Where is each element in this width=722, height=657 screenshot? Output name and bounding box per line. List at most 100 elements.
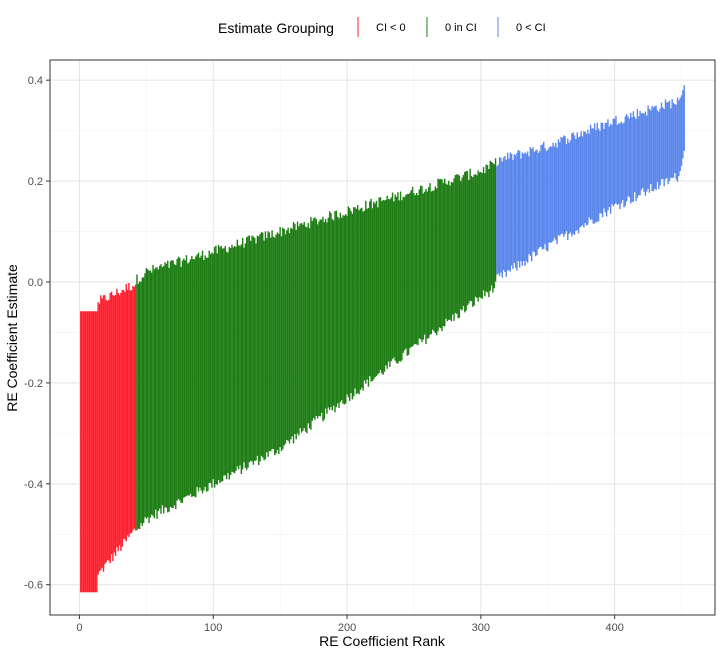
error-bar bbox=[371, 208, 374, 382]
error-bar bbox=[231, 244, 233, 472]
error-bar bbox=[370, 198, 372, 382]
error-bar bbox=[193, 259, 196, 497]
error-bar bbox=[433, 190, 435, 332]
error-bar bbox=[280, 236, 283, 451]
x-tick-label: 0 bbox=[76, 622, 82, 634]
error-bar bbox=[560, 136, 562, 235]
error-bar bbox=[583, 131, 585, 228]
error-bar bbox=[674, 104, 676, 174]
error-bar bbox=[102, 295, 105, 572]
error-bar bbox=[288, 232, 291, 444]
error-bar bbox=[379, 197, 382, 370]
error-bar bbox=[126, 289, 129, 536]
error-bar bbox=[415, 193, 418, 345]
error-bar bbox=[446, 184, 449, 322]
error-bar bbox=[353, 207, 355, 397]
error-bar bbox=[425, 188, 427, 344]
error-bar bbox=[460, 181, 462, 310]
error-bar bbox=[215, 245, 217, 484]
error-bar bbox=[452, 182, 454, 315]
error-bar bbox=[635, 119, 637, 201]
error-bar bbox=[545, 150, 548, 251]
legend-label: 0 < CI bbox=[516, 22, 546, 34]
error-bar bbox=[565, 144, 568, 232]
error-bar bbox=[159, 265, 161, 509]
error-bar bbox=[589, 124, 592, 220]
error-bar bbox=[294, 223, 296, 435]
error-bar bbox=[438, 179, 441, 328]
error-bar bbox=[480, 171, 482, 298]
error-bar bbox=[465, 170, 467, 311]
error-bar bbox=[125, 284, 127, 542]
error-bar bbox=[195, 256, 197, 498]
error-bar bbox=[183, 258, 185, 498]
error-bar bbox=[349, 208, 351, 401]
error-bar bbox=[236, 239, 239, 467]
error-bar bbox=[670, 108, 672, 178]
error-bar bbox=[255, 243, 257, 461]
error-bar bbox=[332, 220, 335, 406]
error-bar bbox=[200, 255, 202, 491]
error-bars bbox=[80, 85, 685, 593]
error-bar bbox=[616, 124, 619, 205]
error-bar bbox=[117, 292, 119, 552]
error-bar bbox=[322, 216, 324, 422]
error-bar bbox=[650, 110, 652, 184]
error-bar bbox=[113, 295, 115, 553]
error-bar bbox=[512, 159, 514, 269]
error-bar bbox=[454, 174, 457, 313]
error-bar bbox=[296, 221, 299, 434]
error-bar bbox=[339, 212, 342, 403]
error-bar bbox=[258, 236, 260, 466]
error-bar bbox=[461, 177, 463, 311]
error-bar bbox=[530, 148, 533, 262]
error-bar bbox=[318, 221, 320, 416]
error-bar bbox=[579, 136, 581, 228]
error-bar bbox=[228, 246, 230, 480]
error-bar bbox=[505, 159, 507, 277]
error-bar bbox=[336, 216, 339, 404]
error-bar bbox=[171, 260, 173, 508]
error-bar bbox=[275, 234, 277, 454]
error-bar bbox=[378, 197, 380, 374]
error-bar bbox=[644, 111, 647, 196]
error-bar bbox=[394, 194, 396, 361]
error-bar bbox=[535, 150, 537, 257]
error-bar bbox=[418, 189, 420, 339]
error-bar bbox=[671, 99, 673, 179]
error-bar bbox=[575, 138, 577, 231]
error-bar bbox=[130, 290, 133, 534]
error-bar bbox=[663, 108, 665, 187]
error-bar bbox=[466, 171, 469, 306]
error-bar bbox=[251, 235, 253, 462]
error-bar bbox=[350, 211, 352, 394]
error-bar bbox=[520, 158, 522, 262]
error-bar bbox=[561, 137, 564, 234]
error-bar bbox=[456, 174, 458, 314]
error-bar bbox=[488, 169, 490, 298]
error-bar bbox=[553, 146, 556, 238]
error-bar bbox=[112, 295, 114, 562]
error-bar bbox=[144, 273, 146, 518]
error-bar bbox=[138, 281, 141, 530]
error-bar bbox=[619, 123, 621, 210]
error-bar bbox=[252, 236, 255, 465]
error-bar bbox=[343, 215, 346, 405]
error-bar bbox=[634, 116, 636, 193]
error-bar bbox=[504, 156, 506, 272]
error-bar bbox=[568, 142, 570, 234]
error-bar bbox=[576, 132, 578, 231]
error-bar bbox=[211, 252, 213, 488]
error-bar bbox=[203, 260, 205, 491]
error-bar bbox=[500, 157, 502, 273]
error-bar bbox=[179, 257, 181, 501]
error-bar bbox=[521, 152, 524, 266]
error-bar bbox=[498, 156, 501, 276]
error-bar bbox=[468, 179, 470, 304]
error-bar bbox=[351, 213, 354, 400]
error-bar bbox=[409, 192, 411, 349]
error-bar bbox=[547, 149, 549, 252]
error-bar bbox=[184, 260, 186, 497]
error-bar bbox=[659, 108, 661, 186]
